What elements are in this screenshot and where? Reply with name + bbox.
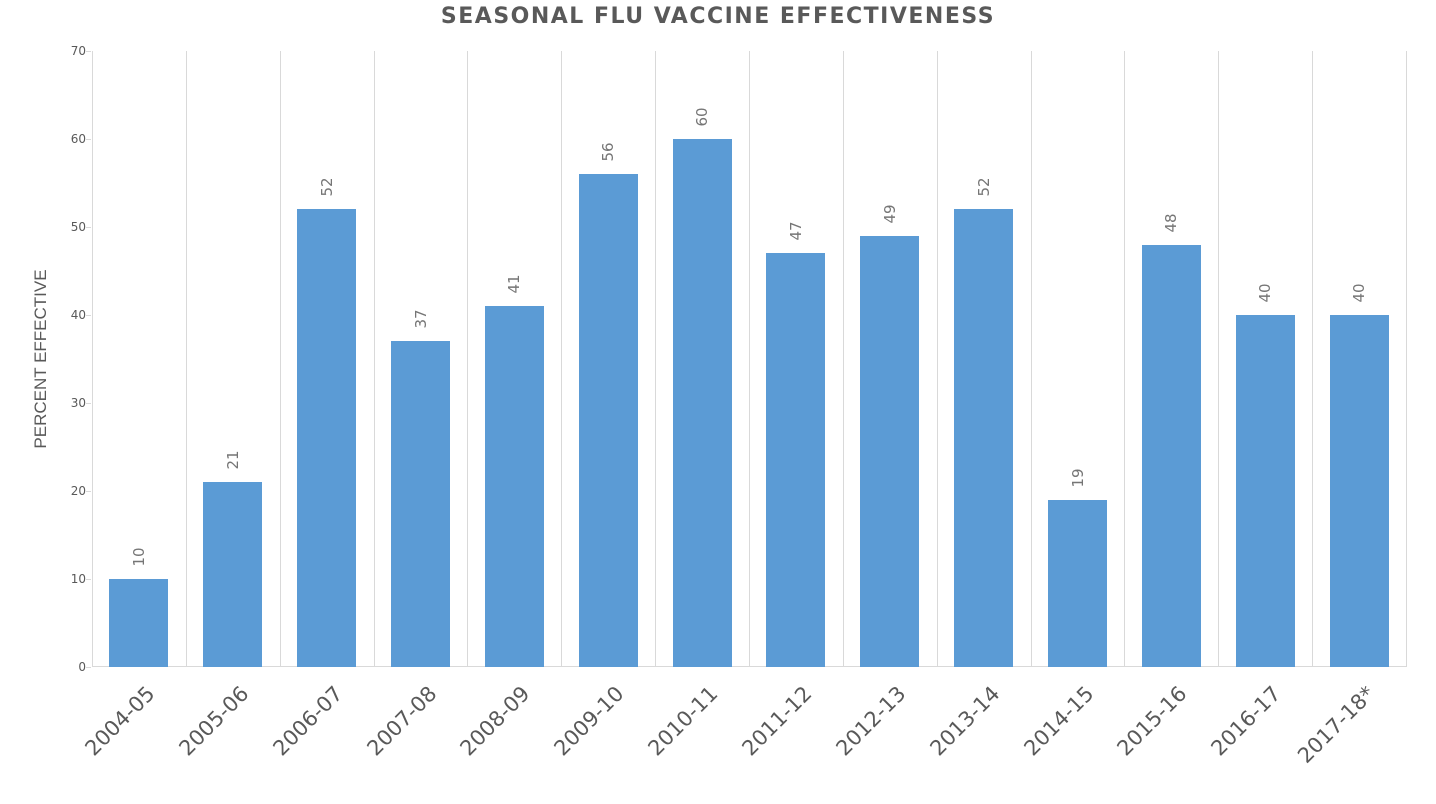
x-tick-label: 2008-09 xyxy=(455,681,535,761)
gridline xyxy=(936,51,938,667)
y-tick-label: 50 xyxy=(70,220,86,234)
gridline xyxy=(1406,51,1407,667)
x-tick-label: 2015-16 xyxy=(1112,681,1192,761)
gridline xyxy=(749,51,750,667)
bar[interactable] xyxy=(297,209,357,667)
x-tick-label: 2016-17 xyxy=(1206,681,1286,761)
x-tick-label: 2007-08 xyxy=(361,681,441,761)
data-label: 19 xyxy=(1068,468,1087,488)
y-tick-label: 20 xyxy=(70,484,86,498)
bar[interactable] xyxy=(578,174,638,667)
bar[interactable] xyxy=(1141,244,1201,667)
bar[interactable] xyxy=(203,482,263,667)
plot-area: 10 21 52 37 41 56 60 47 49 52 19 48 40 40 xyxy=(86,51,1407,668)
y-tick-label: 30 xyxy=(70,396,86,410)
data-label: 52 xyxy=(974,177,993,197)
gridline xyxy=(1312,51,1314,667)
x-tick-label: 2009-10 xyxy=(549,681,629,761)
x-tick-label: 2010-11 xyxy=(643,681,723,761)
y-tick-label: 70 xyxy=(70,44,86,58)
x-tick-label: 2013-14 xyxy=(925,681,1005,761)
x-tick-label: 2011-12 xyxy=(737,681,817,761)
x-tick-label: 2017-18* xyxy=(1293,681,1380,768)
x-tick-label: 2005-06 xyxy=(174,681,254,761)
gridline xyxy=(279,51,281,667)
bar[interactable] xyxy=(109,579,169,667)
x-tick-label: 2012-13 xyxy=(831,681,911,761)
data-label: 41 xyxy=(505,274,524,294)
y-tick-mark xyxy=(86,315,91,316)
y-tick-label: 40 xyxy=(70,308,86,322)
data-label: 37 xyxy=(411,309,430,329)
gridline xyxy=(467,51,469,667)
y-tick-label: 60 xyxy=(70,132,86,146)
gridline xyxy=(842,51,844,667)
bar[interactable] xyxy=(954,209,1014,667)
bar[interactable] xyxy=(1047,499,1108,667)
bar[interactable] xyxy=(1329,315,1389,667)
y-tick-mark xyxy=(86,491,91,492)
gridline xyxy=(373,51,375,667)
gridline xyxy=(1218,51,1220,667)
gridline xyxy=(561,51,563,667)
y-tick-mark xyxy=(86,139,91,140)
y-tick-mark xyxy=(86,51,91,52)
bar[interactable] xyxy=(860,235,920,667)
y-tick-mark xyxy=(86,227,91,228)
gridline xyxy=(1030,51,1032,667)
gridline xyxy=(1124,51,1126,667)
bar[interactable] xyxy=(390,341,451,667)
y-tick-mark xyxy=(86,579,91,580)
data-label: 48 xyxy=(1162,213,1181,233)
x-tick-label: 2006-07 xyxy=(268,681,348,761)
chart-title: SEASONAL FLU VACCINE EFFECTIVENESS xyxy=(440,4,996,29)
data-label: 52 xyxy=(317,177,336,197)
gridline xyxy=(185,51,187,667)
data-label: 60 xyxy=(693,107,712,127)
data-label: 49 xyxy=(880,204,899,224)
bar[interactable] xyxy=(672,139,732,667)
y-axis-title: PERCENT EFFECTIVE xyxy=(31,269,50,449)
y-tick-label: 10 xyxy=(70,572,86,586)
y-tick-mark xyxy=(86,667,91,668)
x-tick-label: 2014-15 xyxy=(1018,681,1098,761)
data-label: 10 xyxy=(129,547,148,567)
y-tick-label: 0 xyxy=(78,660,86,674)
data-label: 47 xyxy=(786,221,805,241)
data-label: 56 xyxy=(599,142,618,162)
bar[interactable] xyxy=(1235,315,1295,667)
y-tick-mark xyxy=(86,403,91,404)
data-label: 40 xyxy=(1256,283,1275,303)
data-label: 21 xyxy=(223,450,242,470)
gridline xyxy=(655,51,657,667)
bar[interactable] xyxy=(484,306,544,667)
data-label: 40 xyxy=(1350,283,1369,303)
y-axis-line xyxy=(92,51,93,667)
bar[interactable] xyxy=(766,253,826,667)
x-tick-label: 2004-05 xyxy=(80,681,160,761)
